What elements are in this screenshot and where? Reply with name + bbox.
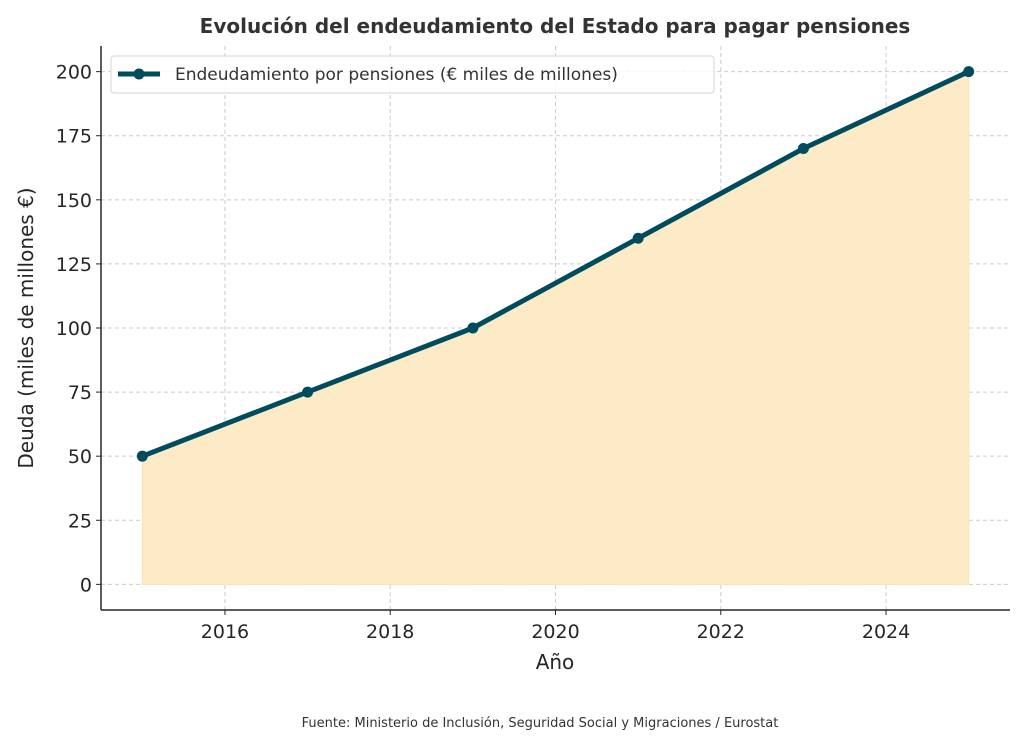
legend-marker-swatch [133, 68, 145, 80]
line-layer [136, 66, 975, 462]
data-point [797, 143, 809, 155]
y-tick-label: 200 [56, 62, 92, 84]
y-tick-label: 150 [56, 190, 92, 212]
x-tick-label: 2024 [862, 621, 910, 643]
source-note: Fuente: Ministerio de Inclusión, Segurid… [302, 716, 779, 731]
data-point [963, 66, 975, 78]
data-point [467, 322, 479, 334]
area-fill [141, 70, 970, 585]
axes: 0 25 50 75 100 125 150 175 200 2016 2018 2020 2022 20… [56, 46, 1010, 643]
x-tick-label: 2016 [201, 621, 249, 643]
y-tick-label: 0 [80, 574, 92, 596]
x-tick-label: 2020 [531, 621, 579, 643]
x-axis-label: Año [536, 650, 575, 674]
y-tick-label: 175 [56, 126, 92, 148]
y-tick-label: 125 [56, 254, 92, 276]
series-line [139, 69, 972, 459]
data-point [302, 386, 314, 398]
y-tick-label: 25 [68, 510, 92, 532]
y-tick-label: 100 [56, 318, 92, 340]
x-tick-label: 2022 [697, 621, 745, 643]
legend-box [110, 55, 715, 94]
y-axis-label: Deuda (miles de millones €) [14, 187, 38, 468]
data-point [136, 450, 148, 462]
chart-title: Evolución del endeudamiento del Estado p… [200, 14, 911, 38]
area-layer [141, 70, 970, 585]
x-tick-label: 2018 [366, 621, 414, 643]
legend-label: Endeudamiento por pensiones (€ miles de … [175, 65, 618, 85]
data-point [632, 232, 644, 244]
y-tick-label: 75 [68, 382, 92, 404]
legend: Endeudamiento por pensiones (€ miles de … [110, 55, 715, 94]
y-tick-label: 50 [68, 446, 92, 468]
